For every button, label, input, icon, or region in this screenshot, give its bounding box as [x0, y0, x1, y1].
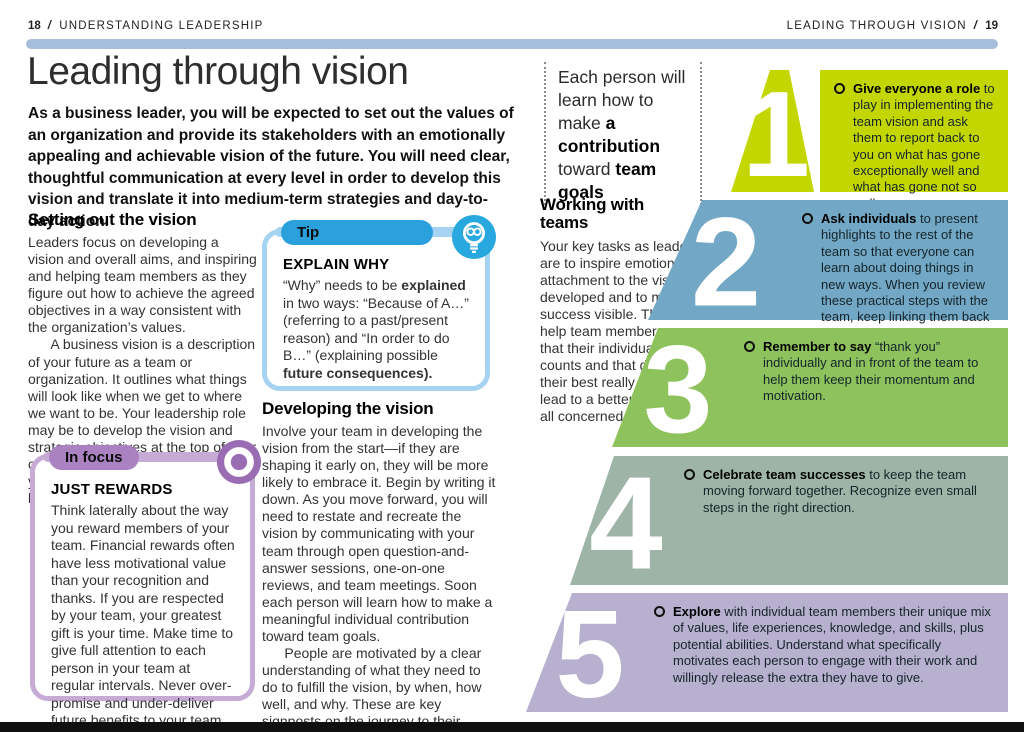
- section-heading: Developing the vision: [262, 399, 434, 418]
- numeral-5: 5: [556, 593, 625, 712]
- header-right-title: LEADING THROUGH VISION: [786, 20, 967, 32]
- in-focus-topbar: [43, 452, 256, 462]
- intro-paragraph: As a business leader, you will be expect…: [28, 105, 514, 230]
- section-paragraph: Leaders focus on developing a vision and…: [28, 234, 257, 336]
- header-slash: /: [47, 20, 53, 32]
- item-text: Ask individuals to present highlights to…: [821, 211, 996, 342]
- header-rule-bar: [26, 39, 998, 49]
- numeral-wedge-5: 5: [526, 593, 640, 712]
- item-lead: Ask individuals: [821, 211, 917, 226]
- in-focus-box: In focus JUST REWARDS Think laterally ab…: [30, 439, 262, 732]
- bullet-ring-icon: [654, 606, 665, 617]
- bullet-ring-icon: [802, 213, 813, 224]
- numeral-wedge-3: 3: [612, 328, 730, 447]
- tip-heading: EXPLAIN WHY: [283, 256, 390, 273]
- numbered-item-1: Give everyone a role to play in implemen…: [820, 70, 1008, 211]
- tip-tab: Tip: [281, 220, 433, 245]
- numeral-3: 3: [644, 328, 713, 447]
- tip-box: Tip EXPLAIN WHY “Why” needs to be explai…: [262, 214, 497, 391]
- section-heading: Working with teams: [540, 195, 644, 232]
- tip-body-run-bold: future consequences).: [283, 364, 433, 381]
- bullet-ring-icon: [834, 83, 845, 94]
- header-slash: /: [973, 20, 979, 32]
- numeral-4: 4: [589, 456, 662, 585]
- quote-run-bold: a contribution: [558, 113, 661, 157]
- item-body: to play in implementing the team vision …: [853, 81, 995, 211]
- section-heading: Setting out the vision: [28, 210, 197, 229]
- tip-body-run: “Why” needs to be: [283, 277, 402, 293]
- item-lead: Give everyone a role: [853, 81, 981, 96]
- item-lead: Celebrate team successes: [703, 467, 866, 482]
- quote-run: toward: [558, 159, 616, 180]
- item-text: Celebrate team successes to keep the tea…: [703, 467, 996, 516]
- tip-tab-label: Tip: [297, 224, 320, 241]
- bullet-ring-icon: [684, 469, 695, 480]
- in-focus-body: Think laterally about the way you reward…: [51, 502, 235, 732]
- page-number-left: 18: [28, 20, 41, 32]
- section-developing-the-vision: Developing the vision Involve your team …: [262, 399, 496, 732]
- item-text: Explore with individual team members the…: [673, 604, 996, 686]
- tip-body-run-bold: explained: [401, 277, 466, 293]
- section-paragraph: Involve your team in developing the visi…: [262, 423, 496, 644]
- numeral-wedge-4: 4: [570, 456, 670, 585]
- numbered-item-5: Explore with individual team members the…: [640, 593, 1008, 712]
- item-lead: Remember to say: [763, 339, 872, 354]
- page-number-right: 19: [985, 20, 998, 32]
- quote-run-bold: team goals: [558, 159, 657, 203]
- in-focus-tab: In focus: [49, 445, 139, 470]
- item-text: Give everyone a role to play in implemen…: [853, 81, 996, 212]
- in-focus-tab-label: In focus: [65, 449, 123, 466]
- numbered-item-2: Ask individuals to present highlights to…: [788, 200, 1008, 341]
- numeral-1: 1: [742, 70, 810, 192]
- quote-run: Each person will learn how to make: [558, 67, 686, 134]
- bullet-ring-icon: [744, 341, 755, 352]
- header-left: 18 / UNDERSTANDING LEADERSHIP: [28, 20, 264, 32]
- item-body: with individual team members their uniqu…: [673, 604, 991, 685]
- tip-body-run: in two ways: “Because of A…” (referring …: [283, 294, 469, 364]
- page-bottom-rule: [0, 722, 1024, 732]
- page-title: Leading through vision: [27, 50, 409, 93]
- item-text: Remember to say “thank you” individually…: [763, 339, 996, 405]
- numeral-2: 2: [691, 200, 761, 320]
- item-body: to keep the team moving forward together…: [703, 467, 977, 515]
- lightbulb-icon: [451, 214, 497, 260]
- pull-quote: Each person will learn how to make a con…: [544, 62, 702, 209]
- eye-icon: [216, 439, 262, 485]
- section-paragraph: People are motivated by a clear understa…: [262, 645, 488, 732]
- tip-body: “Why” needs to be explained in two ways:…: [283, 277, 471, 382]
- numeral-wedge-1: 1: [731, 70, 814, 192]
- item-lead: Explore: [673, 604, 721, 619]
- numbered-item-4: Celebrate team successes to keep the tea…: [670, 456, 1008, 585]
- numeral-wedge-2: 2: [648, 200, 788, 320]
- in-focus-heading: JUST REWARDS: [51, 481, 173, 498]
- item-body: to present highlights to the rest of the…: [821, 211, 990, 341]
- header-right: LEADING THROUGH VISION / 19: [787, 20, 998, 32]
- header-left-title: UNDERSTANDING LEADERSHIP: [59, 20, 264, 32]
- numbered-item-3: Remember to say “thank you” individually…: [730, 328, 1008, 447]
- item-body: “thank you” individually and in front of…: [763, 339, 979, 404]
